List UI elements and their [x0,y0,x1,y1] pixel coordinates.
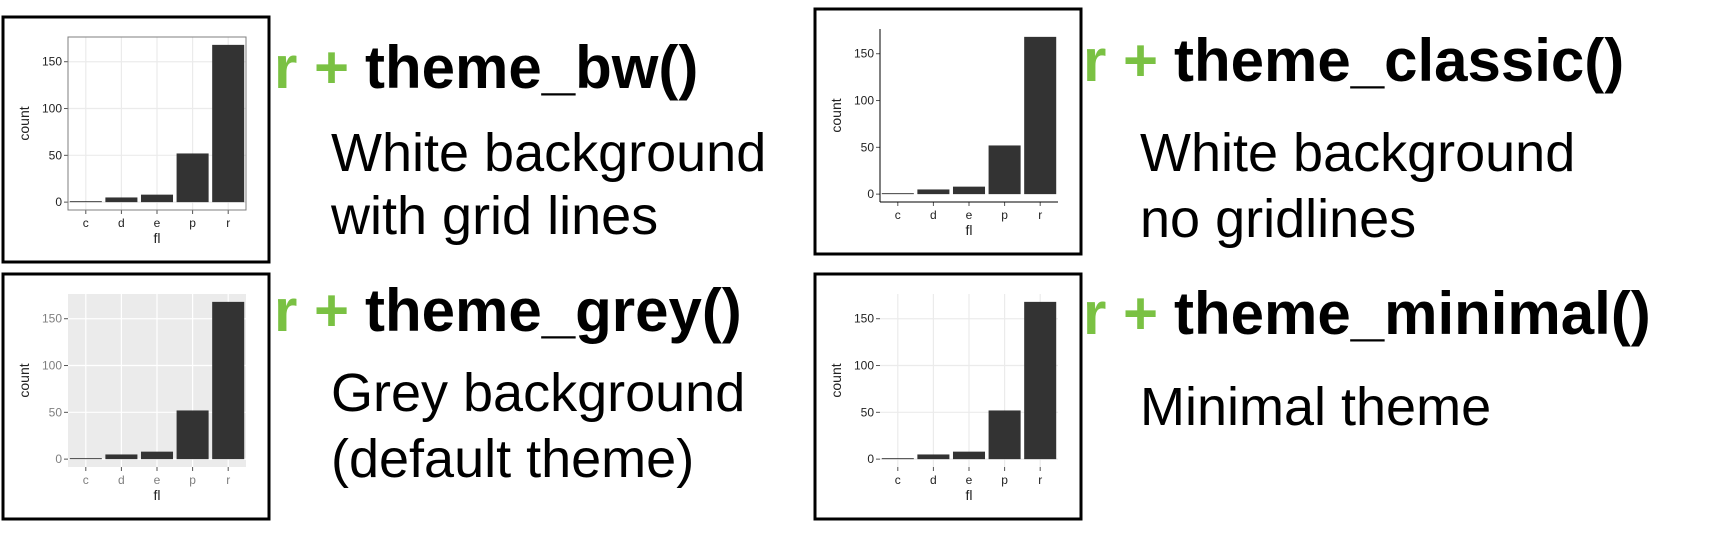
description: White background [331,123,766,183]
x-axis-title: fl [966,222,973,238]
code: theme_bw() [365,34,698,101]
x-tick-label: c [895,208,901,222]
x-tick-label: d [118,216,125,230]
x-tick-label: c [895,473,901,487]
x-tick-label: p [1001,473,1008,487]
bar [140,451,174,460]
x-tick-label: r [226,473,230,487]
bar [212,44,245,203]
description: with grid lines [330,186,658,246]
code: theme_grey() [365,277,742,344]
description: White background [1140,123,1575,183]
code: theme_minimal() [1174,280,1651,347]
plot-border [67,36,247,211]
description: (default theme) [331,429,694,489]
code-prefix: r + [274,34,349,101]
bar [212,301,245,460]
bar [176,410,209,460]
y-tick-label: 50 [49,148,63,162]
code-prefix: r + [1083,27,1158,94]
x-axis-title: fl [154,487,161,503]
bar [881,458,914,460]
y-axis-title: count [16,363,32,397]
x-tick-label: d [930,473,937,487]
y-tick-label: 100 [854,359,874,373]
y-tick-label: 150 [854,312,874,326]
y-axis-title: count [16,106,32,140]
x-tick-label: e [154,473,161,487]
bar [105,197,138,203]
x-tick-label: d [118,473,125,487]
bar [917,454,950,460]
bar [69,201,102,203]
description: Grey background [331,363,745,423]
y-tick-label: 0 [867,187,874,201]
x-tick-label: p [189,216,196,230]
code-prefix: r + [274,277,349,344]
code-prefix: r + [1083,280,1158,347]
bar [140,194,174,203]
y-tick-label: 150 [42,55,62,69]
x-tick-label: r [1038,208,1042,222]
y-tick-label: 0 [55,195,62,209]
x-tick-label: p [189,473,196,487]
description: no gridlines [1140,189,1416,249]
y-tick-label: 150 [42,312,62,326]
bar [69,458,102,460]
y-tick-label: 150 [854,47,874,61]
description: Minimal theme [1140,377,1491,437]
y-tick-label: 50 [861,405,875,419]
x-tick-label: e [966,208,973,222]
y-tick-label: 0 [55,452,62,466]
bar [952,186,986,195]
y-tick-label: 50 [861,140,875,154]
bar [988,410,1021,460]
y-tick-label: 0 [867,452,874,466]
bar [176,153,209,203]
x-axis-title: fl [966,487,973,503]
x-tick-label: d [930,208,937,222]
bar [988,145,1021,195]
bar [1024,36,1057,195]
x-tick-label: r [1038,473,1042,487]
bar [917,189,950,195]
bar [952,451,986,460]
code: theme_classic() [1174,27,1624,94]
x-axis-title: fl [154,230,161,246]
x-tick-label: e [154,216,161,230]
bar [105,454,138,460]
y-tick-label: 100 [42,359,62,373]
y-tick-label: 100 [854,94,874,108]
bar [881,193,914,195]
x-tick-label: c [83,216,89,230]
bar [1024,301,1057,460]
y-axis-title: count [828,98,844,132]
x-tick-label: r [226,216,230,230]
x-tick-label: e [966,473,973,487]
x-tick-label: p [1001,208,1008,222]
y-tick-label: 50 [49,405,63,419]
y-axis-title: count [828,363,844,397]
x-tick-label: c [83,473,89,487]
y-tick-label: 100 [42,102,62,116]
